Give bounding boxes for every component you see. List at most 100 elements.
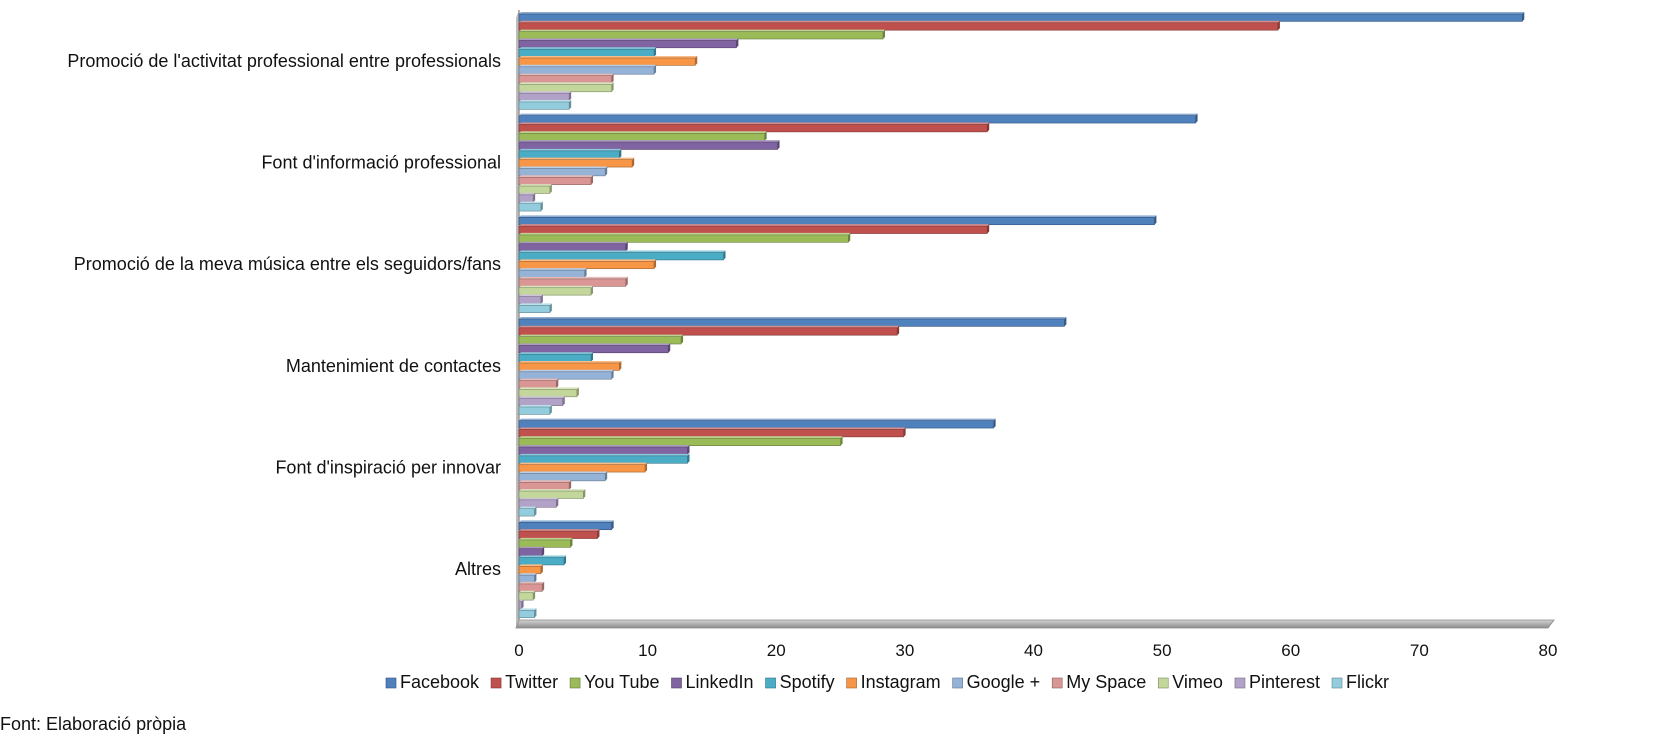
x-tick-label: 20: [767, 641, 786, 660]
bar-top: [519, 529, 600, 532]
bar-face: [518, 234, 849, 243]
bar: [518, 405, 552, 415]
legend-item: My Space: [1051, 672, 1146, 692]
bar-end: [1064, 317, 1067, 327]
legend-label: Spotify: [780, 672, 835, 692]
bar-face: [518, 278, 627, 287]
category-label: Promoció de la meva música entre els seg…: [74, 254, 501, 274]
bar-end: [903, 427, 906, 437]
bar-top: [519, 573, 537, 576]
bar-end: [534, 573, 537, 583]
bar-end: [611, 520, 614, 530]
bar-face: [518, 124, 988, 133]
bar-top: [519, 497, 559, 500]
bar-face: [518, 336, 682, 345]
bar-face: [518, 437, 841, 446]
bar: [518, 122, 990, 133]
bar-end: [591, 175, 594, 185]
bar: [518, 64, 657, 75]
bar-top: [519, 555, 567, 558]
bar: [518, 418, 996, 429]
bar: [518, 436, 843, 446]
bar-face: [518, 530, 598, 539]
bar-end: [569, 480, 572, 490]
bar-top: [519, 317, 1067, 319]
bar-end: [645, 462, 648, 473]
x-tick-label: 70: [1410, 641, 1429, 660]
bar: [518, 184, 552, 194]
bar: [518, 334, 684, 345]
legend-swatch: [846, 677, 857, 689]
bar: [518, 166, 608, 177]
bar-end: [1277, 20, 1280, 31]
bar-top: [519, 268, 587, 271]
bar: [518, 529, 600, 539]
source-note: Font: Elaboració pròpia: [0, 714, 187, 734]
bar: [518, 113, 1198, 124]
bar: [518, 192, 536, 203]
bar: [518, 157, 635, 168]
bar-face: [518, 185, 551, 194]
bar: [518, 38, 739, 49]
bar-face: [518, 508, 535, 517]
bar-top: [519, 20, 1280, 23]
bar: [518, 215, 1157, 226]
bar: [518, 378, 559, 389]
bar-end: [736, 38, 739, 48]
bar-face: [518, 150, 620, 159]
bar-top: [519, 334, 684, 337]
bar: [518, 369, 614, 380]
bar-face: [518, 446, 688, 455]
bar: [518, 608, 537, 619]
bar-end: [570, 537, 573, 548]
bar: [518, 250, 726, 261]
bar-end: [723, 250, 726, 260]
legend-label: Twitter: [505, 672, 558, 692]
category-labels: Promoció de l'activitat professional ent…: [67, 51, 501, 579]
bar: [518, 445, 690, 455]
bar-top: [519, 140, 780, 143]
bar-top: [519, 352, 594, 355]
bar-top: [519, 608, 537, 611]
bar-face: [518, 92, 570, 101]
legend-label: Instagram: [861, 672, 941, 692]
bar-top: [519, 396, 565, 399]
bar-face: [518, 225, 988, 234]
bar: [518, 480, 572, 490]
bar-face: [518, 252, 724, 261]
bar: [518, 564, 543, 575]
bar-end: [840, 436, 843, 446]
bar-end: [687, 445, 690, 455]
legend-item: Vimeo: [1157, 672, 1223, 692]
bar-face: [518, 287, 592, 296]
x-tick-label: 30: [895, 641, 914, 660]
bar-face: [518, 557, 565, 566]
bar-top: [519, 546, 545, 549]
legend-swatch: [490, 677, 502, 689]
bar-face: [518, 176, 592, 185]
bar-top: [519, 201, 543, 204]
bar-face: [518, 217, 1155, 226]
bar-face: [518, 115, 1196, 124]
category-label: Mantenimient de contactes: [286, 356, 501, 376]
bar-top: [519, 91, 572, 94]
bar-top: [519, 480, 572, 483]
bar-end: [556, 497, 559, 508]
bar-end: [542, 581, 545, 592]
bar-end: [591, 352, 594, 362]
bar: [518, 303, 552, 314]
bar-face: [518, 269, 585, 278]
bar-face: [518, 66, 655, 75]
bar-end: [611, 369, 614, 380]
bar: [518, 131, 767, 141]
legend-label: LinkedIn: [686, 672, 754, 692]
legend-swatch: [569, 677, 581, 689]
bar-face: [518, 566, 542, 575]
bar: [518, 471, 608, 482]
x-tick-label: 0: [514, 641, 523, 660]
bar-end: [883, 29, 886, 39]
bar-top: [519, 241, 628, 244]
axes: [515, 10, 1555, 629]
bar-top: [519, 427, 906, 430]
bar-end: [987, 224, 990, 234]
